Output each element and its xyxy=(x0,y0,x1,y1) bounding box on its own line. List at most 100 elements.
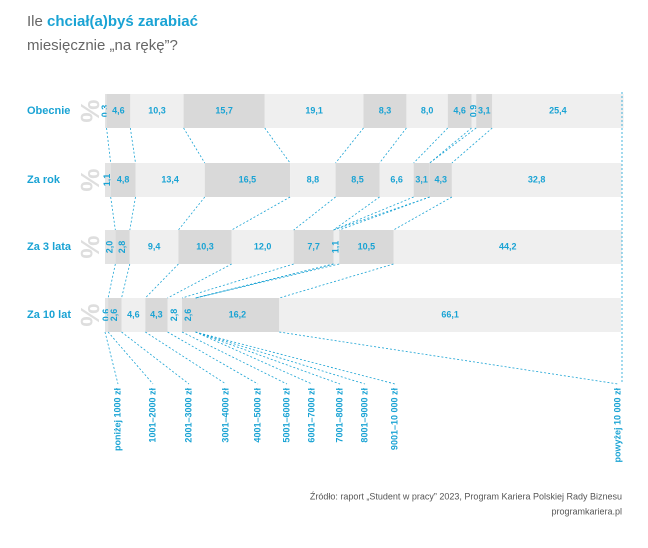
value-label: 2,6 xyxy=(183,309,193,322)
value-label: 19,1 xyxy=(305,105,323,115)
bar-segment xyxy=(110,163,136,197)
connector xyxy=(104,331,119,385)
bar-segment xyxy=(108,298,122,332)
connector xyxy=(181,331,288,385)
bar-segment xyxy=(447,94,472,128)
connector xyxy=(333,196,380,231)
value-label: 3,1 xyxy=(478,105,491,115)
value-label: 2,0 xyxy=(105,241,115,254)
legend-label: 3001–4000 zł xyxy=(220,388,230,443)
bar-segment xyxy=(178,230,232,264)
connector xyxy=(181,263,294,299)
bar-segment xyxy=(492,94,624,128)
row-label: Za rok xyxy=(27,174,61,186)
bar-segment xyxy=(429,163,452,197)
connector xyxy=(129,196,136,231)
chart-title-line2: miesięcznie „na rękę”? xyxy=(27,37,178,54)
connector xyxy=(451,127,493,164)
value-label: 6,6 xyxy=(390,174,403,184)
bar-segment xyxy=(204,163,291,197)
value-label: 66,1 xyxy=(441,309,459,319)
connector xyxy=(279,263,394,299)
connector xyxy=(429,127,472,164)
value-label: 25,4 xyxy=(549,105,567,115)
legend-label: 9001–10 000 zł xyxy=(389,388,399,451)
bar-segment xyxy=(105,163,111,197)
bar-segment xyxy=(105,230,116,264)
connector xyxy=(195,331,341,385)
value-label: 8,5 xyxy=(351,174,364,184)
value-label: 4,8 xyxy=(117,174,130,184)
connector xyxy=(107,263,116,299)
bar-segment xyxy=(145,298,168,332)
bar-segment xyxy=(195,298,280,332)
title-highlight: chciał(a)byś zarabiać xyxy=(47,13,198,30)
legend-label: 2001–3000 zł xyxy=(183,388,193,443)
connector xyxy=(167,331,259,385)
bar-segment xyxy=(105,94,107,128)
connector xyxy=(231,196,291,231)
value-label: 4,6 xyxy=(127,309,140,319)
bar-segment xyxy=(363,94,407,128)
value-label: 1,1 xyxy=(331,241,341,254)
connector xyxy=(129,127,136,164)
connector xyxy=(195,331,366,385)
bar-segment xyxy=(379,163,414,197)
bar-segment xyxy=(105,298,109,332)
unit-watermark: % xyxy=(75,235,105,258)
value-label: 2,8 xyxy=(169,309,179,322)
value-label: 8,3 xyxy=(379,105,392,115)
connector xyxy=(333,196,430,231)
bar-segment xyxy=(121,298,146,332)
unit-watermark: % xyxy=(75,303,105,326)
value-label: 15,7 xyxy=(215,105,233,115)
bar-segment xyxy=(335,163,380,197)
legend-label: 6001–7000 zł xyxy=(306,388,316,443)
bar-segment xyxy=(393,230,622,264)
connector xyxy=(195,263,334,299)
value-label: 16,5 xyxy=(239,174,257,184)
bar-segment xyxy=(476,94,493,128)
source: Źródło: raport „Student w pracy” 2023, P… xyxy=(310,491,622,501)
legend-label: powyżej 10 000 zł xyxy=(612,388,622,463)
bar-segment xyxy=(183,94,265,128)
value-label: 10,3 xyxy=(196,241,214,251)
bar-segment xyxy=(264,94,364,128)
connector xyxy=(339,196,430,231)
bar-segment xyxy=(231,230,294,264)
connector xyxy=(264,127,291,164)
unit-watermark: % xyxy=(75,99,105,122)
legend-label: 7001–8000 zł xyxy=(334,388,344,443)
bar-segment xyxy=(293,230,334,264)
value-label: 32,8 xyxy=(528,174,546,184)
value-label: 4,3 xyxy=(150,309,163,319)
value-label: 10,3 xyxy=(148,105,166,115)
bar-segment xyxy=(115,230,130,264)
bar-segment xyxy=(279,298,621,332)
connector xyxy=(106,127,112,164)
title-prefix: Ile xyxy=(27,13,43,30)
bar-segment xyxy=(290,163,336,197)
value-label: 4,6 xyxy=(112,105,125,115)
bar-segment xyxy=(130,94,184,128)
bar-segment xyxy=(451,163,622,197)
row-label: Za 3 lata xyxy=(27,241,72,253)
value-label: 10,5 xyxy=(358,241,376,251)
chart-title: Ile chciał(a)byś zarabiać xyxy=(27,13,198,30)
connector xyxy=(429,127,477,164)
value-label: 8,8 xyxy=(307,174,320,184)
connector xyxy=(379,127,407,164)
website: programkariera.pl xyxy=(551,506,622,516)
bar-segment xyxy=(471,94,477,128)
connector xyxy=(121,331,190,385)
value-label: 2,8 xyxy=(117,241,127,254)
bar-segment xyxy=(406,94,448,128)
legend-label: 5001–6000 zł xyxy=(281,388,291,443)
bar-segment xyxy=(413,163,430,197)
value-label: 44,2 xyxy=(499,241,517,251)
value-label: 0,9 xyxy=(468,105,478,118)
connector xyxy=(279,331,619,385)
value-label: 4,6 xyxy=(453,105,466,115)
connector xyxy=(195,263,340,299)
connector xyxy=(145,263,179,299)
